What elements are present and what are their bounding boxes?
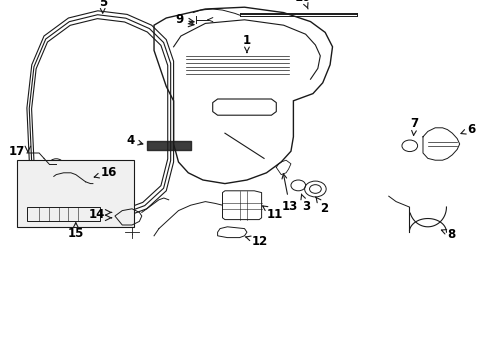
Text: 15: 15: [67, 222, 84, 240]
Text: 1: 1: [243, 34, 250, 53]
Text: 12: 12: [245, 235, 267, 248]
Text: 10: 10: [294, 0, 311, 9]
FancyBboxPatch shape: [17, 160, 134, 227]
Text: 6: 6: [460, 123, 474, 136]
Text: 5: 5: [99, 0, 106, 13]
Text: 16: 16: [94, 166, 116, 179]
Text: 8: 8: [441, 228, 455, 240]
Text: 9: 9: [175, 13, 183, 26]
Text: 3: 3: [300, 194, 309, 213]
Text: 14: 14: [89, 208, 105, 221]
Text: 7: 7: [410, 117, 418, 136]
Text: 13: 13: [281, 174, 297, 213]
Text: 11: 11: [262, 206, 282, 221]
Text: 2: 2: [315, 197, 328, 215]
Text: 4: 4: [126, 134, 142, 147]
Text: 17: 17: [8, 145, 24, 158]
